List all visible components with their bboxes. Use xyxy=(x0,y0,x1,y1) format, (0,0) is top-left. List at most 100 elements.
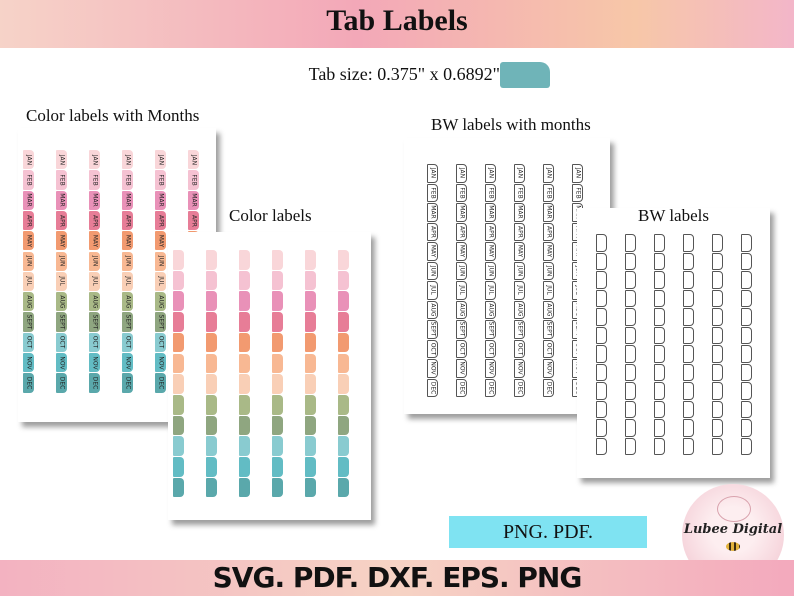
blank-tab xyxy=(338,394,349,415)
page-title: Tab Labels xyxy=(326,4,468,37)
month-label: APR xyxy=(157,214,164,227)
month-tab: JAN xyxy=(427,164,438,183)
month-label: JUN xyxy=(487,265,494,277)
month-label: MAR xyxy=(487,205,494,219)
blank-tab xyxy=(173,457,184,477)
month-tab: OCT xyxy=(56,332,67,352)
month-label: SEPT xyxy=(157,314,164,330)
blank-tab xyxy=(596,326,607,344)
blank-tab xyxy=(683,363,694,381)
month-tab: JUL xyxy=(456,281,467,300)
month-tab: JUL xyxy=(543,281,554,300)
month-tab: OCT xyxy=(543,339,554,358)
month-tab: JAN xyxy=(572,164,583,183)
month-tab: NOV xyxy=(23,353,34,373)
month-label: OCT xyxy=(58,336,65,349)
blank-tab xyxy=(596,289,607,307)
month-tab: MAR xyxy=(514,203,525,222)
blank-tab xyxy=(683,234,694,252)
blank-tab xyxy=(338,415,349,436)
month-tab: DEC xyxy=(122,373,133,393)
month-label: JAN xyxy=(190,154,197,165)
logo-text: Lubee Digital xyxy=(683,522,783,537)
blank-tab xyxy=(712,326,723,344)
blank-tab xyxy=(596,234,607,252)
month-label: DEC xyxy=(458,381,465,395)
month-label: JUL xyxy=(124,276,131,287)
blank-tab xyxy=(625,382,636,400)
blank-tab xyxy=(741,234,752,252)
month-tab: AUG xyxy=(485,300,496,319)
blank-tab xyxy=(741,289,752,307)
blank-tab xyxy=(206,415,217,436)
blank-tab xyxy=(272,436,283,456)
blank-tab xyxy=(272,415,283,436)
month-tab: FEB xyxy=(456,183,467,202)
month-tab: JUN xyxy=(56,251,67,271)
month-label: SEPT xyxy=(58,314,65,330)
month-label: APR xyxy=(516,225,523,238)
month-label: SEPT xyxy=(458,321,465,337)
blank-tab xyxy=(683,289,694,307)
month-label: AUG xyxy=(516,303,523,317)
blank-tab xyxy=(305,374,316,394)
month-tab: MAR xyxy=(89,190,100,210)
month-label: MAR xyxy=(458,205,465,219)
blank-tab xyxy=(654,382,665,400)
blank-tab xyxy=(712,419,723,437)
month-tab: OCT xyxy=(122,332,133,352)
blank-tab xyxy=(741,271,752,289)
blank-tab xyxy=(712,234,723,252)
month-label: MAR xyxy=(58,193,65,207)
blank-tab xyxy=(712,345,723,363)
blank-tab xyxy=(239,353,250,374)
month-label: AUG xyxy=(91,295,98,309)
month-tab: NOV xyxy=(155,353,166,373)
blank-tab xyxy=(654,400,665,418)
month-tab: JUN xyxy=(514,261,525,280)
blank-tab xyxy=(206,312,217,332)
month-tab: NOV xyxy=(514,359,525,378)
blank-tab xyxy=(683,419,694,437)
month-label: FEB xyxy=(25,174,32,186)
blank-tab xyxy=(239,291,250,312)
blank-tab xyxy=(741,345,752,363)
month-tab: JAN xyxy=(89,150,100,170)
blank-tab xyxy=(741,252,752,270)
month-tab: OCT xyxy=(155,332,166,352)
month-label: JAN xyxy=(157,154,164,165)
blank-tab xyxy=(683,271,694,289)
month-tab: FEB xyxy=(89,170,100,190)
blank-tab xyxy=(654,326,665,344)
blank-tab xyxy=(272,353,283,374)
month-label: MAR xyxy=(429,205,436,219)
blank-tab xyxy=(206,270,217,291)
month-label: DEC xyxy=(157,376,164,390)
month-tab: SEPT xyxy=(427,320,438,339)
month-tab: DEC xyxy=(23,373,34,393)
month-label: JAN xyxy=(25,154,32,165)
month-tab: OCT xyxy=(427,339,438,358)
month-tab: NOV xyxy=(122,353,133,373)
month-tab: FEB xyxy=(188,170,199,190)
blank-tab xyxy=(712,271,723,289)
blank-tab xyxy=(206,477,217,498)
month-label: NOV xyxy=(124,356,131,370)
month-label: NOV xyxy=(429,361,436,375)
blank-tab xyxy=(596,308,607,326)
month-label: JUL xyxy=(25,276,32,287)
month-tab: MAR xyxy=(427,203,438,222)
month-tab: JUN xyxy=(485,261,496,280)
month-label: AUG xyxy=(124,295,131,309)
month-tab: JUL xyxy=(23,271,34,292)
blank-tab xyxy=(272,270,283,291)
month-label: JAN xyxy=(124,154,131,165)
blank-tab xyxy=(272,291,283,312)
month-tab: JUL xyxy=(514,281,525,300)
blank-tab xyxy=(305,312,316,332)
month-label: JUN xyxy=(458,265,465,277)
month-tab: JUL xyxy=(89,271,100,292)
blank-tab xyxy=(272,374,283,394)
month-tab: SEPT xyxy=(89,312,100,332)
month-label: JUN xyxy=(545,265,552,277)
